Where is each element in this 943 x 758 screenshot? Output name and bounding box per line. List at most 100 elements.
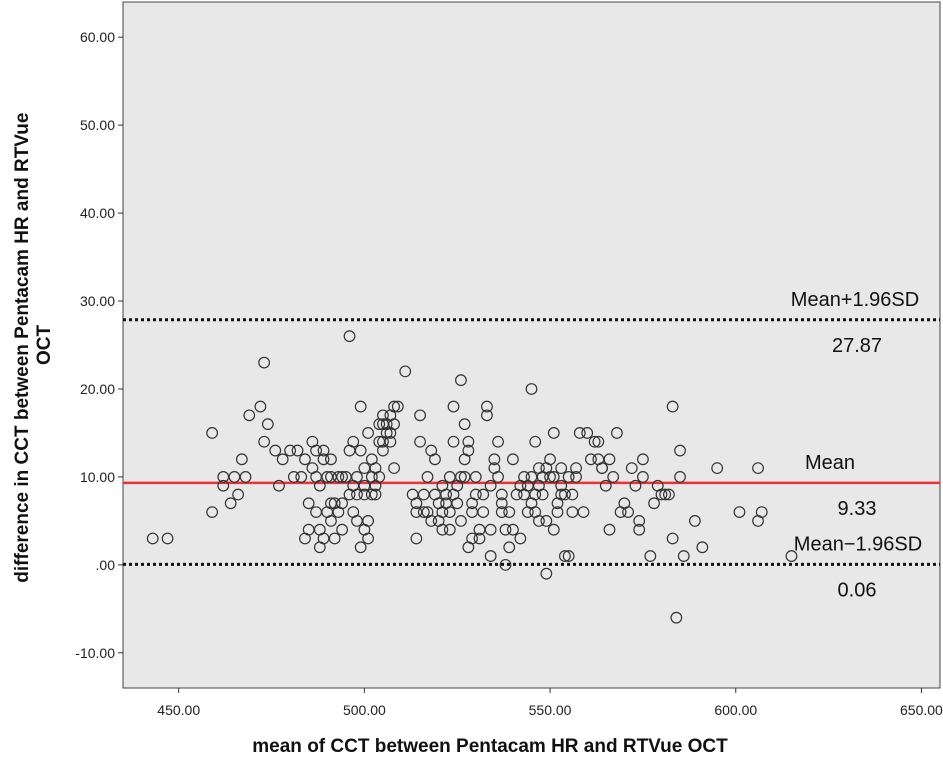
scatter-points bbox=[146, 330, 798, 624]
reference-line-name: Mean bbox=[805, 452, 855, 474]
reference-line-value: 0.06 bbox=[838, 579, 877, 601]
data-point bbox=[551, 506, 564, 519]
data-point bbox=[313, 479, 326, 492]
data-point bbox=[425, 514, 438, 527]
data-point bbox=[429, 453, 441, 466]
data-point bbox=[544, 471, 556, 483]
data-point bbox=[629, 479, 642, 492]
data-point bbox=[611, 427, 623, 439]
data-point bbox=[540, 567, 553, 580]
y-tick-label: 50.00 bbox=[80, 117, 115, 133]
data-point bbox=[507, 453, 519, 466]
y-axis: -10.00 .00 10.00 20.00 30.00 40.00 50.00 60.00 bbox=[75, 29, 123, 661]
data-point bbox=[477, 506, 490, 519]
y-tick-label: 40.00 bbox=[80, 205, 115, 221]
data-point bbox=[232, 488, 245, 501]
data-point bbox=[284, 444, 297, 457]
data-point bbox=[495, 497, 508, 510]
data-point bbox=[206, 427, 219, 439]
data-point bbox=[258, 435, 271, 448]
data-point bbox=[369, 488, 382, 501]
data-point bbox=[570, 471, 582, 483]
data-point bbox=[443, 523, 456, 536]
data-point bbox=[637, 453, 649, 466]
y-tick-label: 30.00 bbox=[80, 293, 115, 309]
data-point bbox=[566, 488, 579, 501]
reference-line-value: 27.87 bbox=[832, 335, 882, 357]
data-point bbox=[447, 400, 460, 413]
data-point bbox=[666, 532, 679, 545]
y-tick-label: .00 bbox=[96, 557, 116, 573]
data-point bbox=[674, 471, 686, 483]
data-point bbox=[547, 471, 560, 483]
data-point bbox=[484, 523, 497, 536]
data-point bbox=[733, 506, 746, 519]
data-point bbox=[373, 471, 386, 483]
x-tick-label: 500.00 bbox=[343, 702, 386, 718]
data-point bbox=[633, 523, 646, 536]
data-point bbox=[637, 471, 649, 483]
data-point bbox=[495, 488, 508, 501]
data-point bbox=[440, 488, 452, 501]
data-point bbox=[336, 497, 349, 510]
data-point bbox=[362, 427, 375, 439]
data-point bbox=[388, 418, 400, 431]
data-point bbox=[581, 427, 594, 439]
data-point bbox=[336, 471, 349, 483]
data-point bbox=[343, 330, 356, 343]
data-point bbox=[755, 506, 768, 519]
data-point bbox=[533, 514, 545, 527]
data-point bbox=[499, 523, 512, 536]
data-point bbox=[525, 383, 538, 395]
data-point bbox=[666, 400, 679, 413]
data-point bbox=[547, 523, 560, 536]
data-point bbox=[325, 514, 337, 527]
data-point bbox=[562, 550, 575, 562]
data-point bbox=[466, 532, 478, 545]
x-axis: 450.00 500.00 550.00 600.00 650.00 bbox=[157, 688, 943, 718]
data-point bbox=[469, 488, 482, 501]
data-point bbox=[462, 444, 475, 457]
data-point bbox=[785, 550, 798, 562]
data-point bbox=[224, 497, 237, 510]
data-point bbox=[276, 453, 289, 466]
data-point bbox=[663, 488, 675, 501]
data-point bbox=[261, 418, 274, 431]
data-point bbox=[625, 462, 638, 475]
data-point bbox=[436, 523, 449, 536]
data-point bbox=[388, 400, 400, 413]
data-point bbox=[644, 550, 657, 562]
data-point bbox=[336, 523, 349, 536]
data-point bbox=[317, 453, 330, 466]
data-point bbox=[239, 471, 252, 483]
data-point bbox=[648, 497, 660, 510]
data-point bbox=[547, 427, 560, 439]
reference-line-value: 9.33 bbox=[838, 498, 877, 520]
data-point bbox=[254, 400, 267, 413]
x-tick-label: 450.00 bbox=[157, 702, 200, 718]
y-axis-title-line2: OCT bbox=[34, 325, 55, 366]
data-point bbox=[592, 435, 605, 448]
data-point bbox=[536, 488, 549, 501]
data-point bbox=[559, 550, 571, 562]
reference-line-name: Mean−1.96SD bbox=[794, 533, 922, 555]
data-point bbox=[752, 462, 764, 475]
data-point bbox=[206, 506, 219, 519]
data-point bbox=[503, 541, 516, 554]
data-point bbox=[477, 488, 490, 501]
data-point bbox=[607, 471, 620, 483]
data-point bbox=[670, 611, 683, 624]
data-point bbox=[455, 514, 467, 527]
data-point bbox=[235, 453, 248, 466]
data-point bbox=[711, 462, 724, 475]
data-point bbox=[217, 479, 230, 492]
data-point bbox=[696, 541, 709, 554]
data-point bbox=[299, 453, 311, 466]
y-axis-title: difference in CCT between Pentacam HR an… bbox=[12, 107, 55, 582]
data-point bbox=[410, 532, 423, 545]
data-point bbox=[328, 532, 341, 545]
data-point bbox=[689, 514, 701, 527]
data-point bbox=[354, 400, 367, 413]
data-point bbox=[633, 514, 646, 527]
x-axis-title: mean of CCT between Pentacam HR and RTVu… bbox=[252, 736, 728, 757]
